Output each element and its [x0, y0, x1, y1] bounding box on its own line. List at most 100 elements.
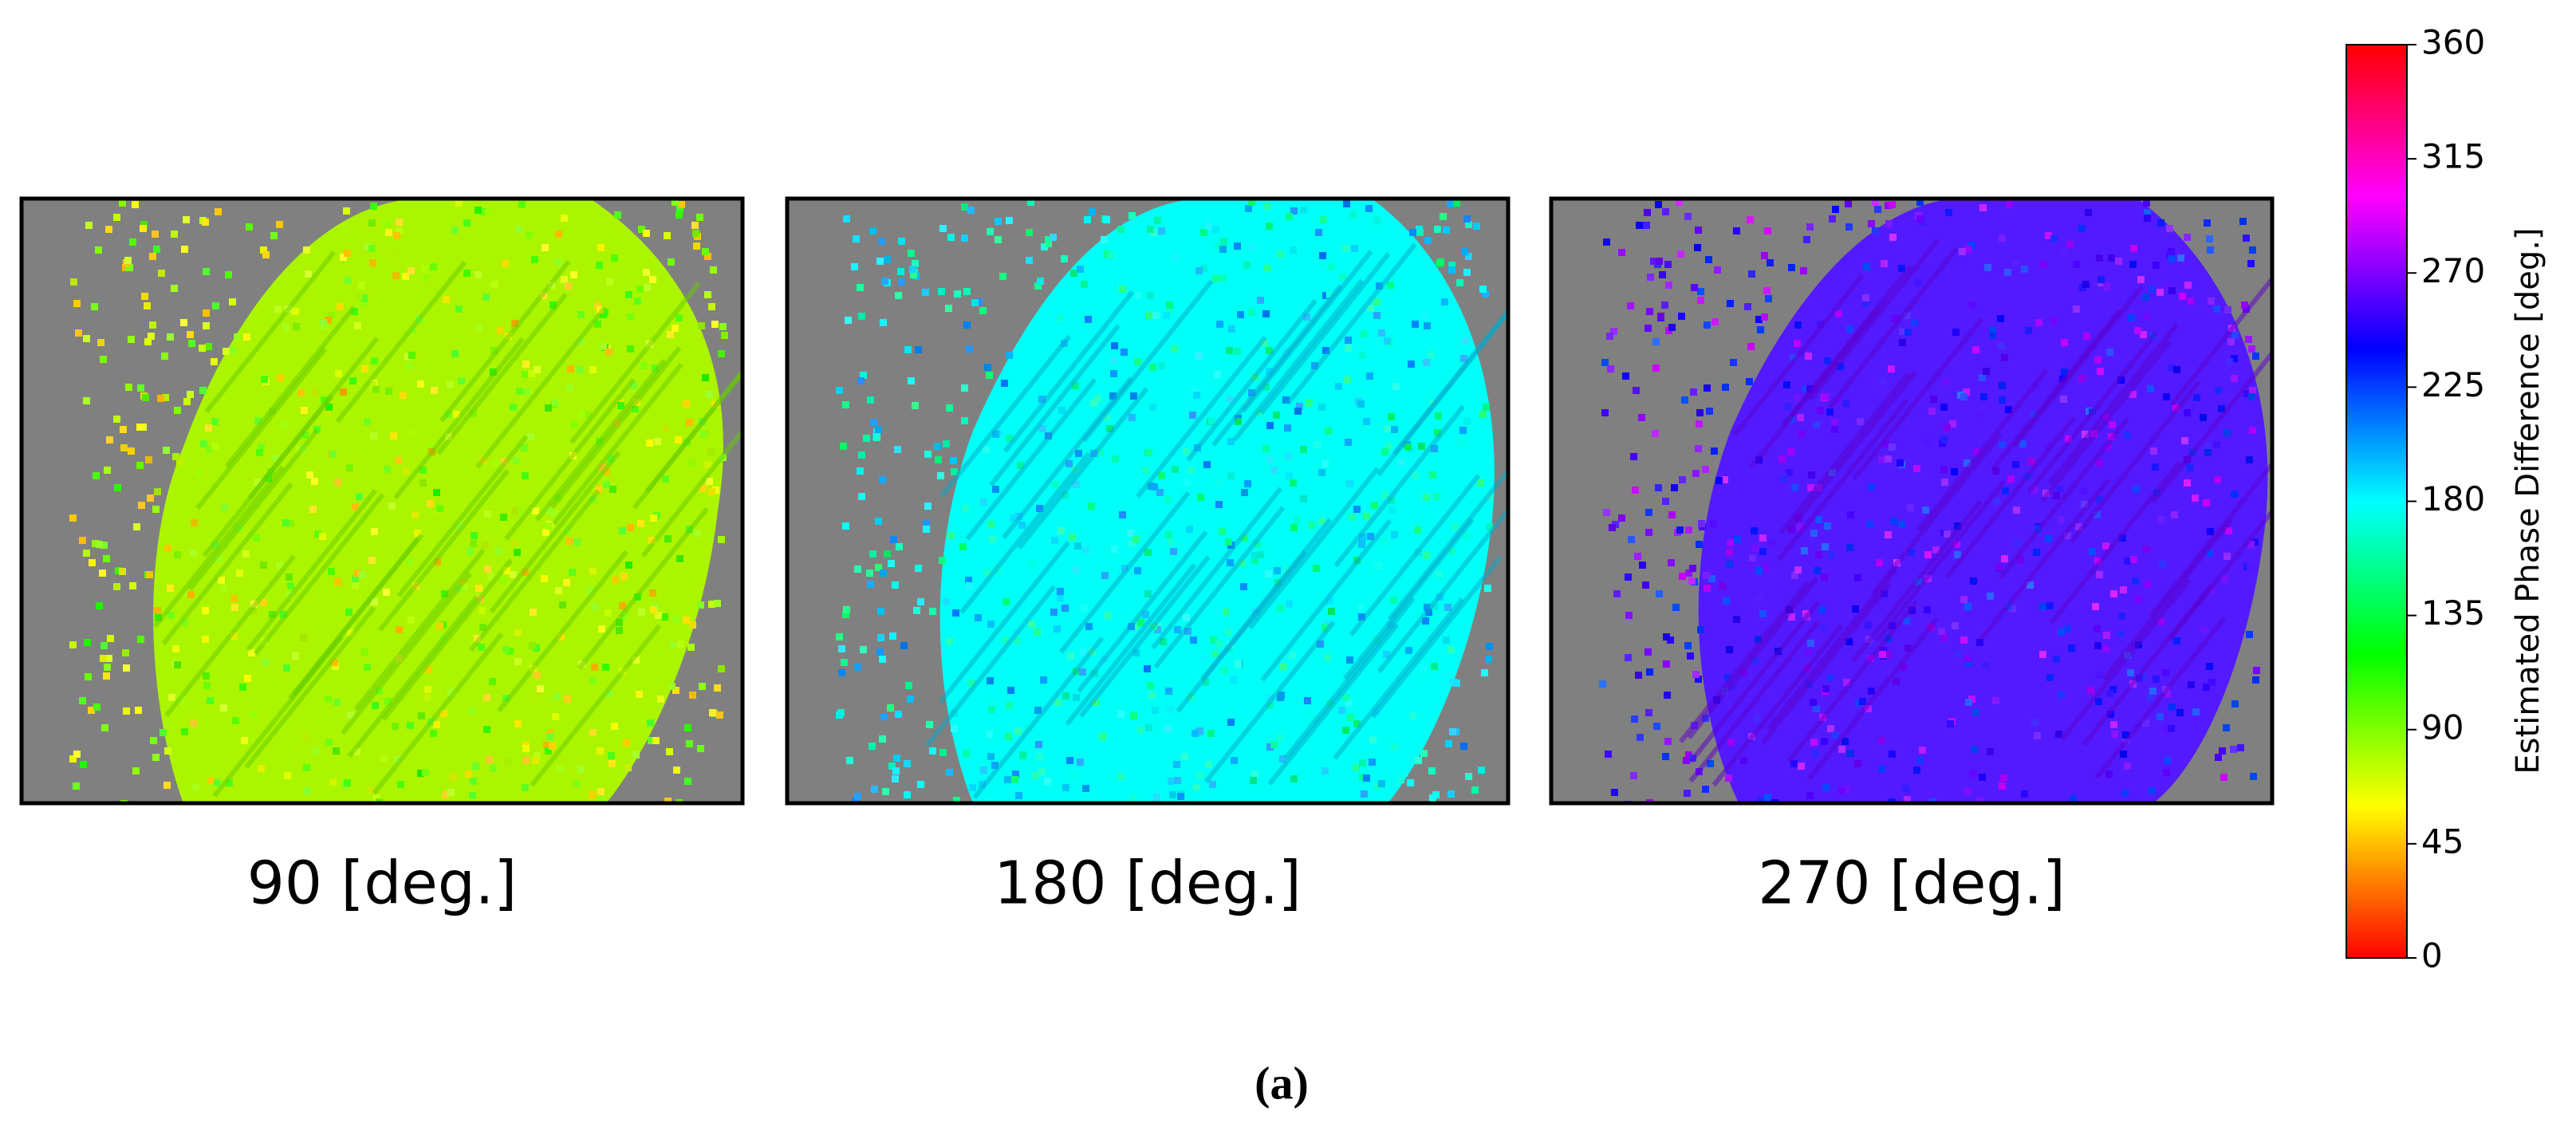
speckle [1633, 387, 1640, 394]
speckle [1436, 570, 1443, 577]
speckle [1730, 359, 1737, 366]
speckle [155, 614, 162, 621]
speckle [1277, 605, 1284, 612]
speckle [939, 557, 946, 564]
speckle [190, 719, 197, 727]
stripe [959, 451, 1091, 615]
speckle [2019, 440, 2027, 447]
speckle [354, 322, 361, 329]
speckle [1266, 347, 1273, 354]
stripe [1852, 317, 1983, 481]
speckle [2050, 317, 2058, 325]
stripe [1377, 313, 1508, 477]
speckle [2204, 219, 2211, 227]
speckle [475, 271, 482, 278]
speckle [1697, 297, 1704, 304]
speckle [1081, 281, 1088, 288]
speckle [871, 786, 878, 793]
speckle [1463, 418, 1471, 425]
speckle [2140, 331, 2147, 338]
speckle [716, 711, 723, 719]
speckle [1145, 312, 1152, 319]
speckle [662, 425, 669, 432]
speckle [591, 664, 598, 671]
speckle [1420, 664, 1427, 672]
speckle [1479, 286, 1487, 293]
speckle [354, 570, 361, 577]
speckle [1821, 573, 1828, 581]
speckle [1952, 329, 1960, 336]
speckle [70, 278, 77, 286]
speckle [347, 711, 354, 719]
speckle [1428, 767, 1436, 774]
speckle [1266, 743, 1274, 751]
speckle [1695, 227, 1702, 234]
speckle [1387, 282, 1394, 289]
speckle [146, 571, 153, 578]
speckle [1749, 554, 1756, 562]
speckle [1453, 199, 1460, 207]
speckle [1215, 501, 1223, 508]
speckle [1215, 242, 1222, 250]
speckle [1993, 498, 2000, 505]
stripe [1076, 530, 1208, 693]
speckle [1080, 648, 1087, 656]
speckle [333, 699, 341, 706]
speckle [1345, 700, 1353, 707]
speckle [1101, 236, 1108, 243]
speckle [202, 219, 209, 226]
speckle [1664, 261, 1672, 268]
speckle [943, 440, 950, 447]
speckle [1073, 694, 1080, 701]
stripe [577, 507, 709, 670]
speckle [1420, 750, 1428, 757]
speckle [1645, 509, 1652, 516]
speckle [1388, 506, 1396, 514]
speckle [2001, 354, 2008, 361]
speckle [172, 645, 179, 652]
speckle [1689, 565, 1696, 572]
stripe [1711, 624, 1844, 787]
speckle [154, 607, 161, 614]
speckle [1209, 781, 1216, 788]
speckle [309, 506, 317, 513]
speckle [1032, 772, 1039, 779]
speckle [603, 481, 610, 488]
speckle [1313, 565, 1320, 572]
speckle [1667, 636, 1674, 644]
speckle [573, 538, 581, 546]
speckle [691, 222, 699, 229]
speckle [2251, 538, 2259, 546]
speckle [708, 601, 715, 608]
speckle [2017, 557, 2024, 564]
speckle [675, 436, 682, 443]
speckle [971, 299, 979, 306]
speckle [1158, 227, 1165, 235]
speckle [1824, 357, 1831, 365]
speckle [2078, 225, 2086, 232]
speckle [1852, 605, 1859, 613]
speckle [693, 242, 700, 250]
speckle [2021, 266, 2028, 273]
speckle [718, 350, 725, 357]
speckle [2102, 645, 2109, 652]
speckle [229, 347, 236, 354]
speckle [1210, 636, 1217, 644]
speckle [1152, 312, 1160, 319]
speckle [1964, 655, 1971, 662]
speckle [2094, 357, 2101, 364]
speckle [924, 503, 932, 510]
speckle [351, 308, 358, 315]
speckle [2045, 232, 2052, 239]
speckle [1105, 612, 1112, 619]
speckle [140, 221, 148, 228]
speckle [632, 656, 640, 664]
speckle [368, 219, 376, 227]
stripe [1760, 582, 1893, 745]
speckle [1883, 440, 1890, 447]
speckle [390, 432, 397, 439]
speckle [1704, 321, 1711, 329]
speckle [1002, 598, 1010, 605]
speckle [854, 566, 861, 573]
speckle [2058, 629, 2065, 636]
